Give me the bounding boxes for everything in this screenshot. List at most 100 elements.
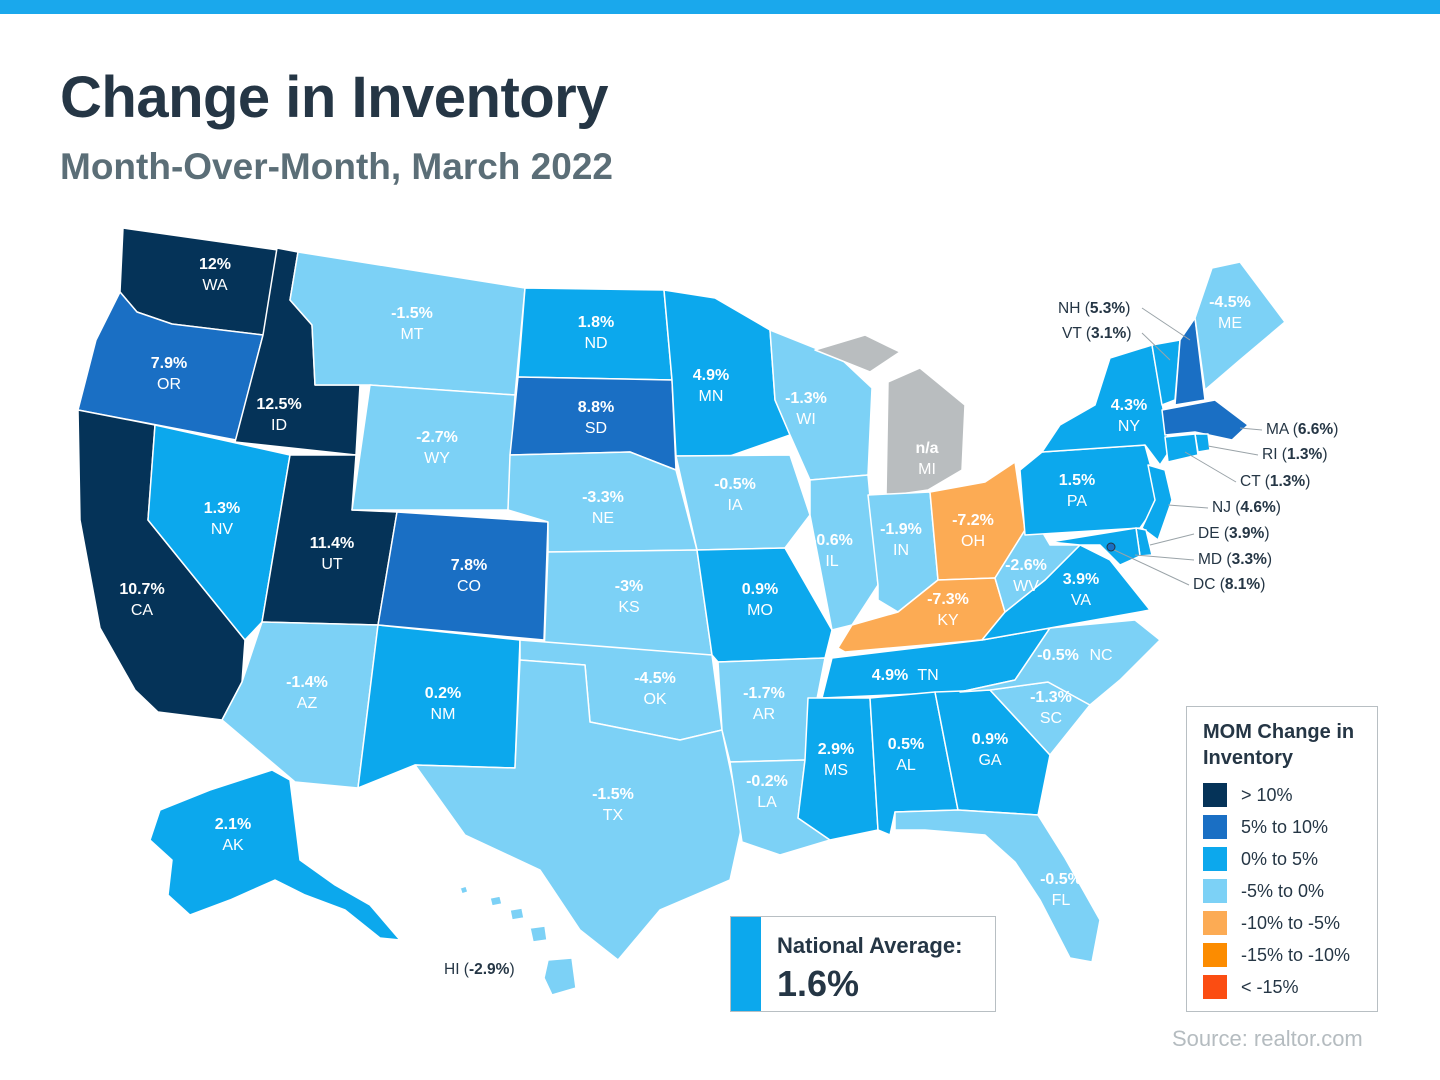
state-value-ga: 0.9% <box>972 731 1008 748</box>
callout-nh: NH (5.3%) <box>1058 300 1130 317</box>
state-value-mi: n/a <box>915 440 938 457</box>
state-value-wv: -2.6% <box>1005 557 1047 574</box>
legend-item: > 10% <box>1203 783 1293 807</box>
state-value-oh: -7.2% <box>952 512 994 529</box>
top-accent-bar <box>0 0 1440 14</box>
state-value-in: -1.9% <box>880 521 922 538</box>
legend-item: 0% to 5% <box>1203 847 1318 871</box>
callout-nj: NJ (4.6%) <box>1212 499 1281 516</box>
state-ia[interactable] <box>675 454 811 551</box>
state-nj[interactable] <box>1141 464 1173 541</box>
callout-leader-md <box>1134 554 1195 561</box>
state-md[interactable] <box>1049 527 1141 566</box>
state-value-ky: -7.3% <box>927 591 969 608</box>
state-ma[interactable] <box>1161 399 1249 441</box>
state-tx[interactable] <box>414 659 743 961</box>
callout-close-md: ) <box>1267 551 1272 568</box>
state-value-nm: 0.2% <box>425 685 461 702</box>
state-value-va: 3.9% <box>1063 571 1099 588</box>
state-abbr-il: IL <box>825 553 838 570</box>
state-abbr-mt: MT <box>400 326 423 343</box>
state-abbr-me: ME <box>1218 315 1242 332</box>
callout-close-hi: ) <box>509 961 514 978</box>
state-value-wa: 12% <box>199 256 231 273</box>
state-abbr-va: VA <box>1071 592 1091 609</box>
state-abbr-tx: TX <box>603 807 624 824</box>
state-co[interactable] <box>377 511 549 641</box>
state-me[interactable] <box>1194 261 1286 391</box>
callout-abbr-hi: HI ( <box>444 961 470 978</box>
callout-close-ma: ) <box>1333 421 1338 438</box>
callout-leader-dc <box>1109 547 1190 586</box>
callout-value-md: 3.3% <box>1232 551 1268 568</box>
state-value-il: -0.6% <box>811 532 853 549</box>
state-value-ok: -4.5% <box>634 670 676 687</box>
state-value-ut: 11.4% <box>310 535 354 552</box>
callout-abbr-vt: VT ( <box>1062 325 1092 342</box>
callout-abbr-dc: DC ( <box>1193 576 1226 593</box>
callout-abbr-ma: MA ( <box>1266 421 1299 438</box>
state-value-sc: -1.3% <box>1030 689 1072 706</box>
state-value-nc: -0.5% <box>1037 647 1079 664</box>
state-fl[interactable] <box>894 809 1101 963</box>
state-value-al: 0.5% <box>888 736 924 753</box>
callout-close-vt: ) <box>1126 325 1131 342</box>
callout-leader-vt <box>1141 332 1171 361</box>
state-nd[interactable] <box>517 287 673 381</box>
legend-label: -10% to -5% <box>1241 912 1341 933</box>
callout-value-nh: 5.3% <box>1090 300 1126 317</box>
state-ny[interactable] <box>1041 344 1171 466</box>
callout-abbr-nh: NH ( <box>1058 300 1091 317</box>
legend-item: -5% to 0% <box>1203 879 1324 903</box>
state-abbr-la: LA <box>757 794 777 811</box>
state-value-ca: 10.7% <box>119 581 164 598</box>
callout-value-de: 3.9% <box>1229 525 1265 542</box>
state-pa[interactable] <box>1019 444 1161 536</box>
state-ak[interactable] <box>149 769 401 941</box>
callout-value-nj: 4.6% <box>1240 499 1276 516</box>
dc-marker[interactable] <box>1106 542 1116 552</box>
state-nv[interactable] <box>147 424 291 641</box>
state-value-me: -4.5% <box>1209 294 1251 311</box>
national-average-value: 1.6% <box>777 963 860 1004</box>
state-abbr-ks: KS <box>618 599 639 616</box>
state-abbr-tn: TN <box>917 667 938 684</box>
callout-ma: MA (6.6%) <box>1266 421 1338 438</box>
state-abbr-ca: CA <box>131 602 154 619</box>
state-abbr-id: ID <box>271 417 287 434</box>
national-average-label: National Average: <box>777 933 963 958</box>
legend-swatch <box>1203 911 1227 935</box>
state-wy[interactable] <box>351 384 516 511</box>
legend-item: 5% to 10% <box>1203 815 1328 839</box>
state-value-mo: 0.9% <box>742 581 778 598</box>
callout-value-ma: 6.6% <box>1298 421 1334 438</box>
state-value-az: -1.4% <box>286 674 328 691</box>
state-value-mt: -1.5% <box>391 305 433 322</box>
state-abbr-az: AZ <box>297 695 318 712</box>
state-mt[interactable] <box>289 251 526 396</box>
state-abbr-ms: MS <box>824 762 848 779</box>
callout-value-vt: 3.1% <box>1091 325 1127 342</box>
callout-ct: CT (1.3%) <box>1240 473 1310 490</box>
legend-label: > 10% <box>1241 784 1293 805</box>
callout-md: MD (3.3%) <box>1198 551 1272 568</box>
legend-item: -10% to -5% <box>1203 911 1340 935</box>
state-nc[interactable] <box>959 619 1161 706</box>
callout-leader-nh <box>1141 307 1191 341</box>
callout-close-nj: ) <box>1276 499 1281 516</box>
state-abbr-ky: KY <box>937 612 959 629</box>
callout-close-ct: ) <box>1305 473 1310 490</box>
state-abbr-sd: SD <box>585 420 607 437</box>
legend-item: -15% to -10% <box>1203 943 1350 967</box>
callout-close-dc: ) <box>1260 576 1265 593</box>
state-abbr-nc: NC <box>1089 647 1112 664</box>
legend-label: 5% to 10% <box>1241 816 1329 837</box>
state-value-ms: 2.9% <box>818 741 854 758</box>
state-ct[interactable] <box>1164 433 1199 463</box>
state-abbr-oh: OH <box>961 533 985 550</box>
callout-leader-ct <box>1184 451 1237 483</box>
state-abbr-ok: OK <box>643 691 666 708</box>
state-abbr-wi: WI <box>796 411 816 428</box>
state-hi[interactable] <box>459 885 577 996</box>
